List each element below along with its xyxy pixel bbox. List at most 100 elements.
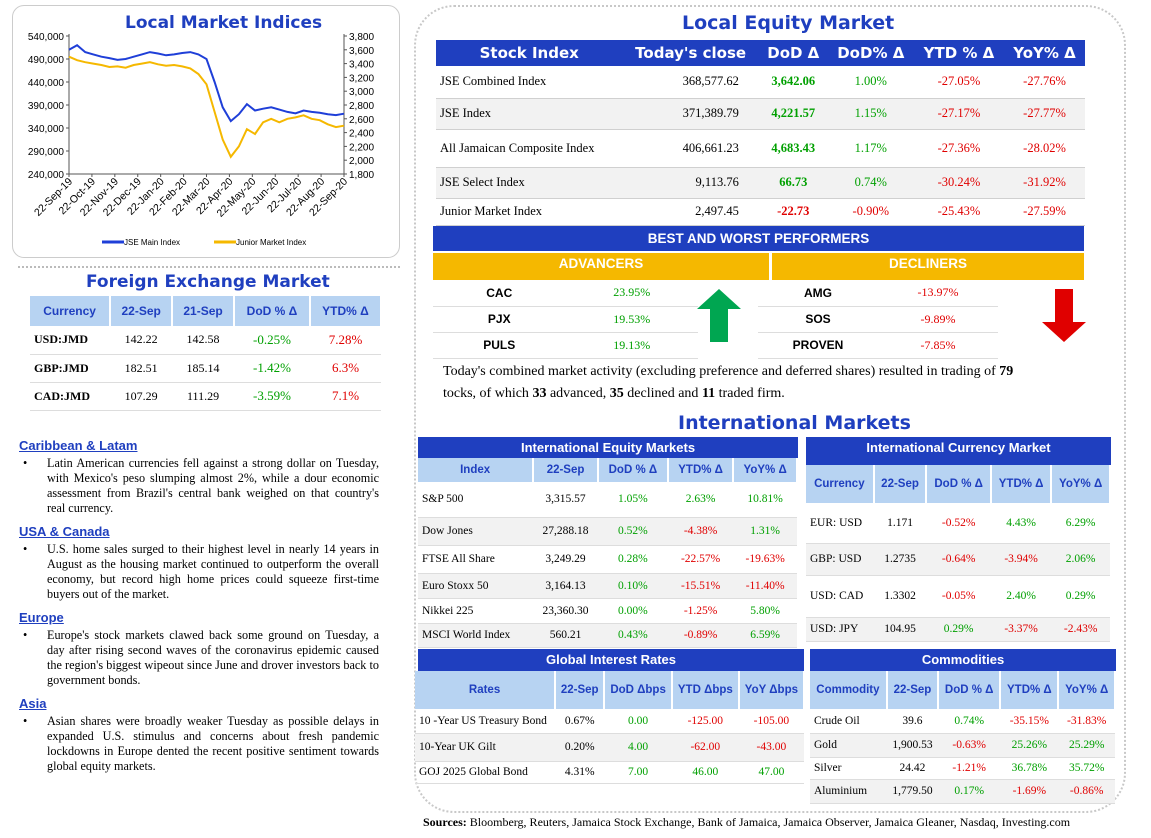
currency-cell: 4.43% bbox=[990, 503, 1052, 544]
equity-cell: 10.81% bbox=[733, 482, 797, 518]
commodities-cell: 39.6 bbox=[886, 709, 939, 734]
news-heading: Asia bbox=[19, 696, 47, 711]
jse-main-series-line bbox=[68, 43, 345, 123]
legend-main-label: JSE Main Index bbox=[124, 238, 180, 247]
equity-header: Stock Index bbox=[436, 40, 623, 66]
decliners-row: SOS -9.89% bbox=[758, 306, 998, 332]
rates-cell: 0.20% bbox=[555, 733, 605, 762]
intl-title: International Markets bbox=[678, 412, 911, 434]
currency-row: EUR: USD 1.171 -0.52% 4.43% 6.29% bbox=[806, 503, 1110, 544]
left-tick-label: 390,000 bbox=[28, 101, 65, 112]
rates-title: Global Interest Rates bbox=[418, 649, 804, 671]
equity-cell: S&P 500 bbox=[418, 482, 534, 518]
currency-row: USD: JPY 104.95 0.29% -3.37% -2.43% bbox=[806, 617, 1110, 642]
news-text: Asian shares were broadly weaker Tuesday… bbox=[19, 714, 379, 774]
currency-cell: 0.29% bbox=[1051, 575, 1110, 618]
rates-cell: 46.00 bbox=[671, 761, 739, 784]
rates-cell: 4.31% bbox=[555, 761, 605, 784]
equity-cell: 9,113.76 bbox=[622, 167, 759, 199]
currency-cell: 2.06% bbox=[1051, 543, 1110, 576]
equity-cell: MSCI World Index bbox=[418, 623, 534, 648]
right-tick-label: 2,600 bbox=[349, 115, 374, 126]
decliners-row: AMG -13.97% bbox=[758, 280, 998, 306]
fx-cell: -0.25% bbox=[253, 331, 291, 347]
equity-row: JSE Select Index 9,113.76 66.73 0.74% -30.24… bbox=[436, 167, 1085, 199]
commodities-title: Commodities bbox=[810, 649, 1116, 671]
fx-cell: GBP:JMD bbox=[34, 360, 89, 375]
equity-header: YoY% Δ bbox=[1004, 40, 1085, 66]
currency-cell: -3.37% bbox=[990, 617, 1052, 642]
equity-header: DoD % Δ bbox=[597, 458, 669, 482]
rates-header: YoY Δbps bbox=[738, 671, 806, 709]
equity-header: 22-Sep bbox=[533, 458, 599, 482]
currency-cell: -0.52% bbox=[926, 503, 991, 544]
fx-cell: 107.29 bbox=[124, 388, 158, 403]
fx-row: GBP:JMD 182.51 185.14 -1.42% 6.3% bbox=[30, 354, 381, 382]
fx-header: Currency bbox=[30, 296, 112, 326]
equity-row: Junior Market Index 2,497.45 -22.73 -0.90% -… bbox=[436, 198, 1085, 226]
rates-cell: 7.00 bbox=[604, 761, 672, 784]
currency-cell: 0.29% bbox=[926, 617, 991, 642]
change: -9.89% bbox=[920, 311, 956, 326]
equity-cell: 1.31% bbox=[733, 517, 797, 546]
left-tick-label: 240,000 bbox=[28, 170, 65, 181]
equity-title: Local Equity Market bbox=[682, 12, 895, 34]
equity-cell: 3,315.57 bbox=[533, 482, 598, 518]
rates-header: 22-Sep bbox=[555, 671, 606, 709]
equity-header: YoY% Δ bbox=[733, 458, 798, 482]
equity-cell: Euro Stoxx 50 bbox=[418, 573, 534, 599]
ticker: CAC bbox=[486, 285, 513, 300]
equity-cell: Nikkei 225 bbox=[418, 598, 534, 624]
ticker: PJX bbox=[487, 312, 511, 326]
rates-header: YTD Δbps bbox=[671, 671, 740, 709]
right-tick-label: 3,600 bbox=[349, 46, 374, 57]
equity-cell: 0.28% bbox=[597, 545, 668, 574]
equity-cell: 1.05% bbox=[597, 482, 668, 518]
equity-cell: Dow Jones bbox=[418, 517, 534, 546]
commodities-header: YTD% Δ bbox=[1000, 671, 1060, 709]
news-section: Caribbean & Latam Latin American currenci… bbox=[19, 430, 379, 774]
currency-cell: -0.64% bbox=[926, 543, 991, 576]
rates-cell: 10 -Year US Treasury Bond bbox=[415, 709, 556, 734]
currency-cell: USD: JPY bbox=[806, 617, 874, 642]
commodities-cell: Aluminium bbox=[810, 779, 887, 804]
equity-cell: 0.10% bbox=[597, 573, 668, 599]
equity-cell: 0.52% bbox=[597, 517, 668, 546]
fx-row: CAD:JMD 107.29 111.29 -3.59% 7.1% bbox=[30, 382, 381, 410]
equity-header: Today's close bbox=[622, 40, 759, 66]
ticker: SOS bbox=[805, 312, 831, 326]
commodities-cell: 36.78% bbox=[1000, 757, 1059, 780]
commodities-cell: 25.26% bbox=[1000, 733, 1059, 758]
left-tick-label: 340,000 bbox=[28, 124, 65, 135]
rates-cell: 47.00 bbox=[738, 761, 804, 784]
local-equity-table: Stock Index Today's close DoD Δ DoD% Δ YTD %… bbox=[436, 40, 1085, 226]
equity-row: FTSE All Share 3,249.29 0.28% -22.57% -19.63… bbox=[418, 545, 797, 574]
currency-header: 22-Sep bbox=[873, 465, 928, 503]
commodities-table: Commodity 22-Sep DoD % Δ YTD% Δ YoY% Δ Crude … bbox=[810, 671, 1116, 804]
news-heading: USA & Canada bbox=[19, 524, 110, 539]
equity-row: S&P 500 3,315.57 1.05% 2.63% 10.81% bbox=[418, 482, 797, 518]
equity-header: YTD % Δ bbox=[913, 40, 1005, 66]
news-heading: Europe bbox=[19, 610, 64, 625]
rates-cell: -105.00 bbox=[738, 709, 804, 734]
equity-cell: FTSE All Share bbox=[418, 545, 534, 574]
down-arrow-icon bbox=[1042, 289, 1086, 342]
equity-cell: -15.51% bbox=[667, 573, 734, 599]
currency-cell: EUR: USD bbox=[806, 503, 874, 544]
fx-cell: USD:JMD bbox=[34, 332, 88, 347]
fx-header: YTD% Δ bbox=[309, 296, 383, 326]
currency-cell: GBP: USD bbox=[806, 543, 874, 576]
equity-cell: 3,164.13 bbox=[533, 573, 598, 599]
intl-equity-table: Index 22-Sep DoD % Δ YTD% Δ YoY% Δ S&P 500 3,3… bbox=[418, 458, 798, 648]
market-summary: Today's combined market activity (exclud… bbox=[443, 364, 1014, 401]
equity-cell: 1.00% bbox=[827, 66, 914, 99]
equity-cell: 4,683.43 bbox=[758, 129, 828, 168]
right-tick-label: 3,400 bbox=[349, 60, 374, 71]
intl-currency-title: International Currency Market bbox=[806, 437, 1111, 465]
ticker: PULS bbox=[483, 338, 516, 352]
equity-cell: -1.25% bbox=[667, 598, 734, 624]
equity-cell: 2,497.45 bbox=[622, 198, 759, 226]
commodities-cell: 24.42 bbox=[886, 757, 939, 780]
right-tick-label: 2,400 bbox=[349, 129, 374, 140]
rates-header: DoD Δbps bbox=[604, 671, 673, 709]
